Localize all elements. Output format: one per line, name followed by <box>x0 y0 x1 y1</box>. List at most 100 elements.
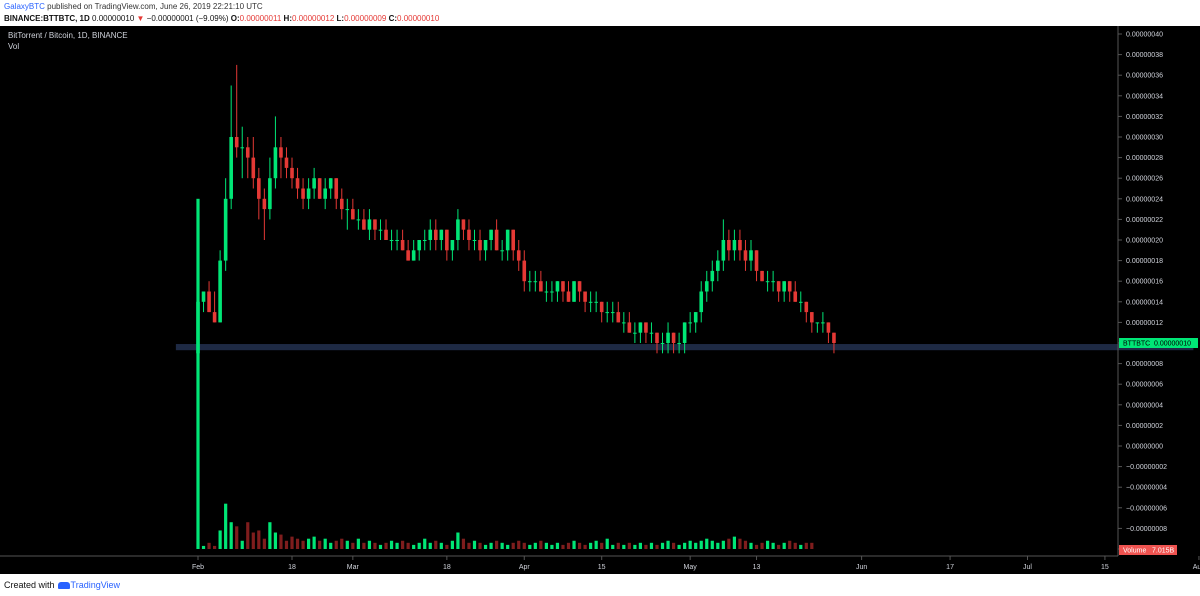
volume-bar <box>793 542 797 549</box>
volume-bar <box>539 540 543 549</box>
volume-bar <box>743 540 748 549</box>
volume-bar <box>412 544 416 549</box>
volume-bar <box>517 540 521 549</box>
candle-body <box>433 229 438 240</box>
candle-body <box>677 343 681 344</box>
volume-bar <box>439 542 443 549</box>
y-tick-label: 0.00000016 <box>1126 279 1163 286</box>
h-label: H: <box>283 14 292 23</box>
candle-body <box>251 157 256 179</box>
volume-bar <box>340 538 344 549</box>
x-tick-label: 13 <box>753 564 761 571</box>
volume-tag <box>1119 545 1177 555</box>
c-value: 0.00000010 <box>397 14 440 23</box>
x-tick-label: May <box>684 564 698 571</box>
y-tick-label: 0.00000022 <box>1126 217 1163 224</box>
volume-bar <box>401 540 405 549</box>
volume-bar <box>312 536 316 549</box>
volume-bar <box>760 542 764 549</box>
volume-bar <box>218 530 222 549</box>
candle-body <box>622 322 626 324</box>
candle-body <box>572 281 576 302</box>
chart-area[interactable]: BitTorrent / Bitcoin, 1D, BINANCE Vol 0.… <box>0 26 1200 574</box>
volume-bar <box>583 544 587 549</box>
candle-body <box>257 178 261 199</box>
candle-body <box>671 332 676 343</box>
volume-bar <box>207 542 211 549</box>
candle-body <box>810 312 814 323</box>
volume-bar <box>804 542 808 549</box>
volume-bar <box>721 540 725 549</box>
candle-body <box>345 209 350 211</box>
y-tick-label: 0.00000034 <box>1126 93 1163 100</box>
candle-body <box>699 291 704 313</box>
candle-body <box>644 322 648 333</box>
volume-bar <box>500 542 504 549</box>
volume-bar <box>699 540 703 549</box>
y-tick-label: 0.00000036 <box>1126 73 1163 80</box>
volume-bar <box>649 542 654 549</box>
ohlc-line: BINANCE:BTTBTC, 1D 0.00000010 ▼ −0.00000… <box>4 14 439 23</box>
candle-body <box>290 167 294 179</box>
volume-bar <box>229 522 233 549</box>
candle-body <box>738 240 742 251</box>
volume-bar <box>738 538 742 549</box>
x-tick-label: 17 <box>946 564 954 571</box>
c-label: C: <box>388 14 398 23</box>
candle-body <box>716 260 720 271</box>
volume-bar <box>301 540 305 549</box>
candle-body <box>273 147 278 179</box>
volume-bar <box>655 544 659 549</box>
volume-bar <box>351 542 355 549</box>
volume-bar <box>638 542 642 549</box>
symbol-text: BINANCE:BTTBTC, 1D <box>4 14 90 23</box>
y-tick-label: 0.00000030 <box>1126 135 1163 142</box>
candle-body <box>605 312 610 314</box>
candle-body <box>826 322 831 333</box>
tradingview-link[interactable]: TradingView <box>70 580 121 590</box>
published-text: published on TradingView.com, June 26, 2… <box>47 2 263 11</box>
y-tick-label: 0.00000028 <box>1126 155 1163 162</box>
candle-body <box>445 229 449 251</box>
volume-bar <box>318 540 322 549</box>
volume-bar <box>406 542 410 549</box>
volume-bar <box>799 544 803 549</box>
candle-body <box>229 137 233 199</box>
x-tick-label: Jul <box>1023 564 1032 571</box>
candle-body <box>389 240 394 241</box>
l-label: L: <box>336 14 345 23</box>
x-tick-label: 18 <box>288 564 296 571</box>
candle-body <box>483 240 488 251</box>
y-tick-label: −0.00000006 <box>1126 505 1167 512</box>
candle-body <box>317 178 322 199</box>
y-tick-label: 0.00000024 <box>1126 196 1163 203</box>
chart-subtitle: Vol <box>8 42 19 51</box>
candle-body <box>505 229 510 251</box>
candle-body <box>456 219 460 240</box>
candle-body <box>566 291 571 302</box>
candle-body <box>666 332 670 343</box>
o-label: O: <box>230 14 240 23</box>
candle-body <box>284 157 289 168</box>
volume-bar <box>257 530 261 549</box>
candle-body <box>655 332 659 343</box>
candle-body <box>555 281 560 292</box>
volume-bar <box>522 542 526 549</box>
volume-bar <box>589 542 593 549</box>
y-tick-label: 0.00000020 <box>1126 238 1163 245</box>
x-tick-label: Mar <box>347 564 360 571</box>
volume-bar <box>417 542 421 549</box>
x-tick-label: 15 <box>598 564 606 571</box>
candle-body <box>334 178 339 199</box>
candle-body <box>633 332 637 334</box>
candle-body <box>649 332 654 334</box>
volume-bar <box>622 544 626 549</box>
candle-body <box>550 291 554 293</box>
candle-body <box>328 178 333 189</box>
footer: Created with TradingView <box>4 580 120 590</box>
author-link[interactable]: GalaxyBTC <box>4 2 45 11</box>
candle-body <box>494 229 499 251</box>
volume-bar <box>201 545 206 549</box>
y-tick-label: 0.00000006 <box>1126 382 1163 389</box>
y-tick-label: 0.00000040 <box>1126 32 1163 39</box>
